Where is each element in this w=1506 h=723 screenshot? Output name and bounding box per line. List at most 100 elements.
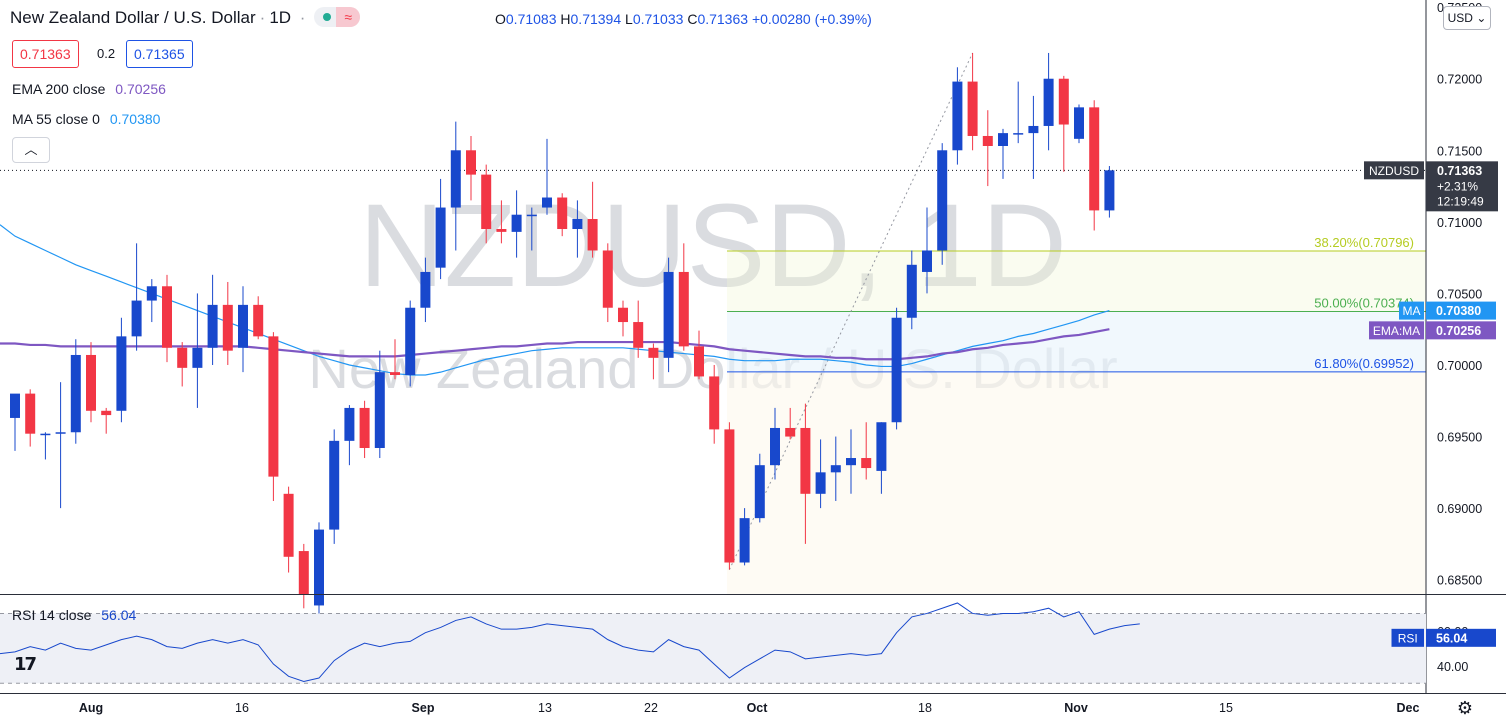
candle-body[interactable]	[298, 551, 309, 594]
candle-body[interactable]	[861, 458, 872, 469]
candle-body[interactable]	[998, 133, 1008, 146]
candle-body[interactable]	[754, 465, 765, 519]
candle-body[interactable]	[709, 376, 720, 430]
candle-body[interactable]	[618, 307, 628, 323]
ema200-line[interactable]	[0, 328, 1110, 361]
market-status-pill[interactable]: ≈	[314, 6, 361, 27]
candle-body[interactable]	[496, 229, 507, 232]
candle-body[interactable]	[648, 347, 659, 358]
candle-body[interactable]	[405, 307, 416, 376]
candle-body[interactable]	[770, 427, 780, 466]
ma-legend[interactable]: MA 55 close 0 0.70380	[12, 111, 160, 127]
candle-body[interactable]	[374, 372, 385, 449]
rsi-line[interactable]	[0, 602, 1140, 683]
candle-body[interactable]	[253, 304, 264, 337]
candle-body[interactable]	[131, 300, 142, 337]
candle-body[interactable]	[450, 150, 461, 208]
candle-body[interactable]	[283, 493, 294, 557]
candle-body[interactable]	[967, 81, 978, 136]
candle-body[interactable]	[40, 433, 51, 436]
buy-button[interactable]: 0.71365	[126, 40, 193, 68]
candle-body[interactable]	[207, 304, 218, 348]
candle-body[interactable]	[390, 372, 400, 376]
candle-body[interactable]	[466, 150, 476, 175]
candle-body[interactable]	[511, 214, 522, 232]
candle-body[interactable]	[329, 440, 340, 530]
high-value: 0.71394	[570, 11, 622, 27]
candle-body[interactable]	[937, 150, 948, 251]
candle-body[interactable]	[526, 214, 537, 217]
candle-body[interactable]	[420, 271, 431, 308]
candle-body[interactable]	[1028, 125, 1039, 134]
candle-body[interactable]	[891, 317, 902, 423]
candle-body[interactable]	[846, 458, 856, 466]
candle-body[interactable]	[359, 407, 370, 449]
candle-body[interactable]	[982, 135, 993, 146]
ma55-line[interactable]	[0, 224, 1110, 376]
candle-body[interactable]	[542, 197, 552, 208]
sell-button[interactable]: 0.71363	[12, 40, 79, 68]
price-axis-tick: 0.70500	[1437, 287, 1482, 301]
candle-body[interactable]	[268, 336, 279, 477]
candle-body[interactable]	[922, 250, 932, 272]
candle-body[interactable]	[678, 271, 689, 347]
tradingview-logo-icon[interactable]: 17	[14, 654, 37, 675]
ema-legend[interactable]: EMA 200 close 0.70256	[12, 81, 166, 97]
interval-label[interactable]: 1D	[269, 8, 292, 27]
candle-body[interactable]	[25, 393, 36, 434]
candle-body[interactable]	[344, 407, 355, 441]
candle-body[interactable]	[739, 518, 750, 563]
candle-body[interactable]	[238, 304, 248, 348]
candle-body[interactable]	[602, 250, 613, 308]
ema-badge-tag-label: EMA:MA	[1373, 324, 1420, 338]
candle-body[interactable]	[830, 465, 841, 473]
collapse-legend-button[interactable]: ︿	[12, 137, 50, 163]
candle-body[interactable]	[724, 429, 735, 563]
candle-body[interactable]	[222, 304, 233, 351]
candle-body[interactable]	[70, 354, 81, 433]
candle-body[interactable]	[86, 354, 96, 411]
candle-body[interactable]	[435, 207, 446, 268]
candle-body[interactable]	[587, 218, 598, 251]
candle-body[interactable]	[116, 336, 127, 411]
gear-icon[interactable]: ⚙	[1456, 698, 1474, 718]
candle-body[interactable]	[557, 197, 568, 230]
currency-button[interactable]: USD ⌄	[1443, 6, 1491, 30]
time-axis-tick: 18	[918, 701, 932, 715]
rsi-axis-tick: 40.00	[1437, 660, 1468, 674]
candle-body[interactable]	[192, 347, 203, 368]
candle-body[interactable]	[1104, 170, 1115, 211]
candle-body[interactable]	[876, 422, 887, 471]
candle-body[interactable]	[785, 427, 796, 437]
candle-body[interactable]	[10, 393, 20, 418]
candle-body[interactable]	[1089, 107, 1100, 211]
rsi-badge-value-box	[1426, 628, 1496, 647]
candle-body[interactable]	[1058, 78, 1069, 125]
rsi-legend[interactable]: RSI 14 close 56.04	[12, 607, 136, 623]
candle-body[interactable]	[101, 410, 112, 416]
candle-body[interactable]	[572, 218, 583, 230]
candle-body[interactable]	[663, 271, 674, 358]
price-axis-tick: 0.71500	[1437, 144, 1482, 158]
candle-body[interactable]	[1013, 133, 1024, 135]
candle-body[interactable]	[177, 347, 188, 368]
data-delay-icon: ≈	[336, 6, 361, 27]
candle-body[interactable]	[162, 286, 172, 348]
candle-body[interactable]	[481, 174, 492, 230]
candle-body[interactable]	[55, 432, 66, 434]
candle-body[interactable]	[800, 427, 811, 494]
candle-body[interactable]	[952, 81, 963, 151]
symbol-title[interactable]: New Zealand Dollar / U.S. Dollar · 1D · ≈	[10, 6, 361, 29]
candle-body[interactable]	[694, 346, 704, 377]
symbol-tag-label: NZDUSD	[1369, 164, 1419, 178]
candle-body[interactable]	[906, 264, 917, 318]
candle-body[interactable]	[314, 529, 324, 606]
time-axis-tick: 22	[644, 701, 658, 715]
candle-body[interactable]	[633, 322, 644, 348]
candle-body[interactable]	[1043, 78, 1054, 126]
fib-trendline[interactable]	[728, 52, 974, 570]
candle-body[interactable]	[1074, 107, 1084, 139]
candle-body[interactable]	[815, 472, 826, 494]
candle-body[interactable]	[146, 286, 157, 301]
